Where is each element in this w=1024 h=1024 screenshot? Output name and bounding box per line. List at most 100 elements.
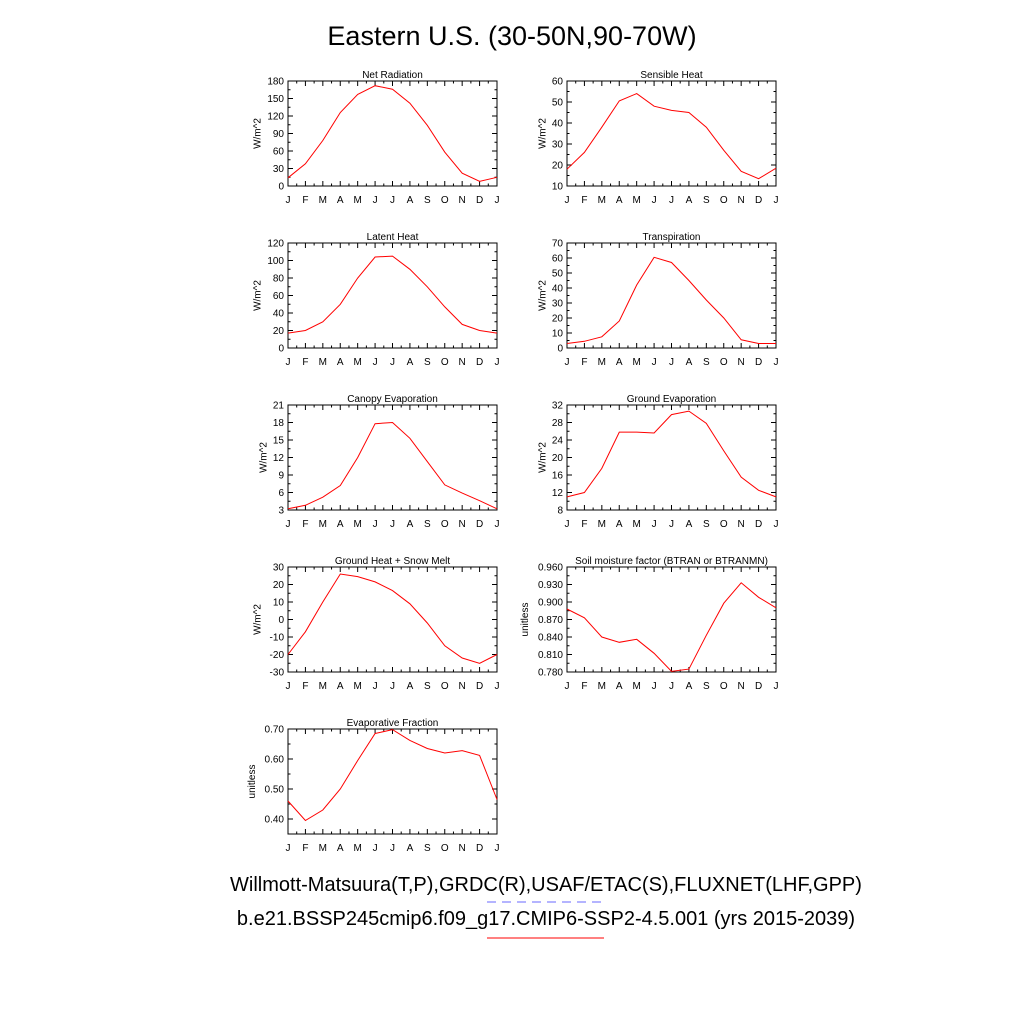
- x-tick-label: J: [286, 195, 291, 206]
- x-tick-label: O: [441, 357, 449, 368]
- x-tick-label: J: [495, 843, 500, 854]
- x-tick-label: J: [669, 357, 674, 368]
- y-tick-label: 40: [552, 284, 564, 295]
- y-tick-label: 0.60: [265, 755, 285, 766]
- x-tick-label: S: [424, 357, 431, 368]
- x-tick-label: A: [686, 681, 693, 692]
- plot-frame: [287, 566, 498, 673]
- y-tick-label: 60: [273, 147, 285, 158]
- x-tick-label: J: [373, 843, 378, 854]
- y-axis-label: W/m^2: [253, 604, 264, 635]
- y-tick-label: 6: [278, 488, 284, 499]
- x-tick-label: J: [495, 519, 500, 530]
- x-tick-label: J: [565, 519, 570, 530]
- y-axis-label: W/m^2: [537, 118, 548, 149]
- x-tick-label: M: [632, 681, 640, 692]
- x-tick-label: J: [669, 681, 674, 692]
- x-tick-label: N: [459, 195, 466, 206]
- x-tick-label: A: [337, 519, 344, 530]
- x-tick-label: J: [390, 195, 395, 206]
- panel-title: Net Radiation: [362, 70, 423, 81]
- y-tick-label: 24: [552, 436, 564, 447]
- x-tick-label: J: [286, 357, 291, 368]
- x-tick-label: J: [286, 681, 291, 692]
- x-tick-label: N: [459, 519, 466, 530]
- x-tick-label: D: [755, 357, 762, 368]
- x-tick-label: M: [319, 681, 327, 692]
- x-tick-label: D: [755, 195, 762, 206]
- panel-title: Sensible Heat: [640, 70, 702, 81]
- series-line: [566, 256, 776, 344]
- y-tick-label: 80: [273, 274, 285, 285]
- x-tick-label: J: [565, 195, 570, 206]
- x-tick-label: O: [720, 681, 728, 692]
- x-tick-label: J: [774, 357, 779, 368]
- x-tick-label: J: [373, 195, 378, 206]
- y-tick-label: -20: [270, 650, 285, 661]
- x-tick-label: J: [286, 519, 291, 530]
- x-tick-label: J: [495, 681, 500, 692]
- x-tick-label: J: [373, 357, 378, 368]
- x-tick-label: M: [353, 843, 361, 854]
- series-line: [566, 93, 777, 180]
- y-axis-label: unitless: [247, 765, 258, 799]
- y-tick-label: 32: [552, 401, 564, 412]
- y-tick-label: 50: [552, 269, 564, 280]
- y-axis-label: W/m^2: [537, 280, 548, 311]
- x-tick-label: A: [616, 681, 623, 692]
- x-tick-label: F: [581, 195, 587, 206]
- x-tick-label: A: [337, 195, 344, 206]
- x-tick-label: N: [459, 357, 466, 368]
- plot-frame: [287, 242, 498, 349]
- y-tick-label: 0.780: [538, 668, 563, 679]
- x-tick-label: A: [616, 195, 623, 206]
- y-tick-label: 120: [267, 112, 284, 123]
- x-tick-label: M: [319, 519, 327, 530]
- y-tick-label: 20: [273, 326, 285, 337]
- x-tick-label: M: [319, 357, 327, 368]
- plot-frame: [566, 80, 777, 187]
- x-tick-label: J: [390, 357, 395, 368]
- x-tick-label: O: [441, 843, 449, 854]
- x-tick-label: J: [669, 195, 674, 206]
- panel-title: Ground Evaporation: [627, 394, 717, 405]
- y-tick-label: 30: [273, 563, 285, 574]
- main-title: Eastern U.S. (30-50N,90-70W): [327, 21, 696, 51]
- y-tick-label: 28: [552, 418, 564, 429]
- y-tick-label: 0.70: [265, 725, 285, 736]
- x-tick-label: D: [476, 357, 483, 368]
- panel-title: Evaporative Fraction: [347, 718, 439, 729]
- x-tick-label: S: [703, 357, 710, 368]
- x-tick-label: J: [495, 195, 500, 206]
- x-tick-label: J: [373, 681, 378, 692]
- y-tick-label: 10: [552, 329, 564, 340]
- y-tick-label: 30: [273, 164, 285, 175]
- y-axis-label: unitless: [520, 603, 531, 637]
- x-tick-label: A: [407, 519, 414, 530]
- x-tick-label: F: [581, 357, 587, 368]
- x-tick-label: J: [652, 519, 657, 530]
- y-tick-label: 30: [552, 299, 564, 310]
- x-tick-label: A: [686, 519, 693, 530]
- x-tick-label: S: [424, 843, 431, 854]
- x-tick-label: J: [286, 843, 291, 854]
- panel-title: Soil moisture factor (BTRAN or BTRANMN): [575, 556, 768, 567]
- x-tick-label: F: [581, 681, 587, 692]
- series-line: [287, 421, 498, 510]
- x-tick-label: M: [598, 195, 606, 206]
- x-tick-label: N: [738, 519, 745, 530]
- x-tick-label: F: [302, 681, 308, 692]
- y-tick-label: 3: [278, 506, 284, 517]
- x-tick-label: J: [652, 681, 657, 692]
- x-tick-label: F: [302, 843, 308, 854]
- y-tick-label: 16: [552, 471, 564, 482]
- y-tick-label: 60: [552, 77, 564, 88]
- x-tick-label: J: [565, 357, 570, 368]
- x-tick-label: S: [424, 195, 431, 206]
- x-tick-label: J: [774, 195, 779, 206]
- x-tick-label: F: [302, 519, 308, 530]
- y-tick-label: 0.960: [538, 563, 563, 574]
- x-tick-label: A: [337, 357, 344, 368]
